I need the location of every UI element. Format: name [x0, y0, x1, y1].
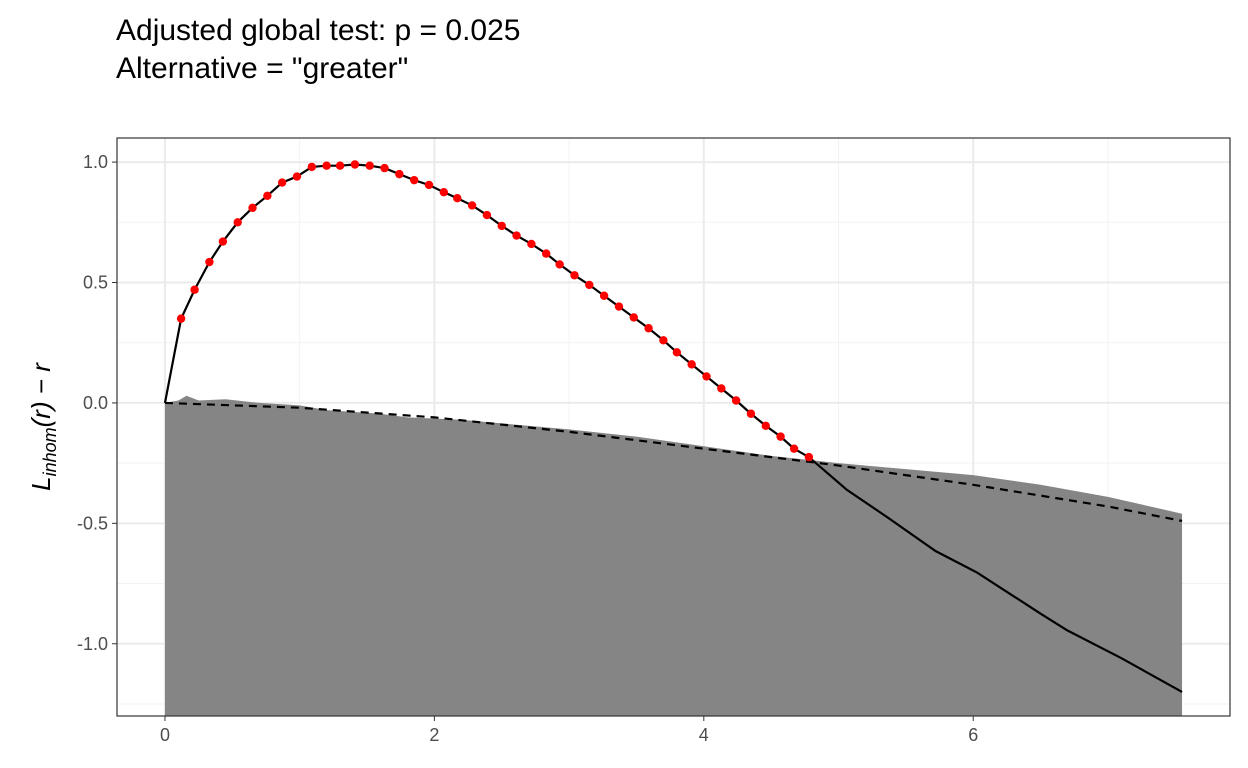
point [687, 360, 696, 369]
point [395, 169, 404, 179]
point [453, 194, 462, 203]
point [599, 291, 609, 300]
panel-border [116, 137, 1231, 717]
point [365, 161, 374, 170]
x-tick-label: 0 [160, 725, 170, 745]
point [322, 161, 331, 170]
point [439, 187, 449, 197]
y-axis-label: Linhom(r) − r [26, 362, 60, 491]
point [335, 161, 345, 170]
y-tick-label: 1.0 [83, 152, 108, 172]
theoretical-line [164, 401, 1183, 523]
y-label-main: L [26, 476, 56, 490]
point [176, 314, 186, 323]
point [497, 221, 506, 231]
y-tick-label: 0.0 [83, 393, 108, 413]
point [644, 324, 653, 333]
point [205, 257, 214, 267]
y-tick-label: 0.5 [83, 273, 108, 293]
y-label-subscript: inhom [40, 427, 60, 476]
point [263, 191, 272, 200]
point [761, 421, 770, 430]
y-label-rest: (r) − r [26, 362, 56, 428]
point [672, 348, 682, 357]
point [512, 231, 521, 240]
point [292, 172, 302, 181]
chart-subtitle: Alternative = "greater" [116, 52, 408, 85]
point [409, 175, 419, 185]
point [482, 210, 492, 220]
point [804, 452, 814, 462]
point [629, 313, 638, 322]
point [731, 396, 741, 405]
envelope-area [164, 395, 1183, 716]
y-tick-label: -1.0 [77, 634, 108, 654]
point [233, 218, 242, 227]
point [350, 160, 360, 169]
point [776, 432, 785, 441]
y-tick-label: -0.5 [77, 513, 108, 533]
point [570, 271, 579, 280]
point [702, 372, 711, 381]
point [248, 203, 257, 213]
point [527, 239, 536, 249]
point [659, 336, 668, 345]
point [746, 409, 756, 418]
x-tick-label: 6 [968, 725, 978, 745]
point [190, 285, 199, 294]
point [614, 302, 624, 311]
x-tick-label: 4 [699, 725, 709, 745]
point [585, 280, 594, 290]
point [467, 201, 477, 210]
chart-title: Adjusted global test: p = 0.025 [116, 14, 520, 47]
point [789, 444, 799, 453]
point [218, 237, 228, 246]
point [541, 249, 551, 258]
point [424, 180, 434, 190]
point [380, 163, 389, 173]
point [717, 384, 726, 393]
point [277, 178, 287, 187]
point [555, 260, 564, 269]
point [307, 162, 316, 172]
x-tick-label: 2 [429, 725, 439, 745]
